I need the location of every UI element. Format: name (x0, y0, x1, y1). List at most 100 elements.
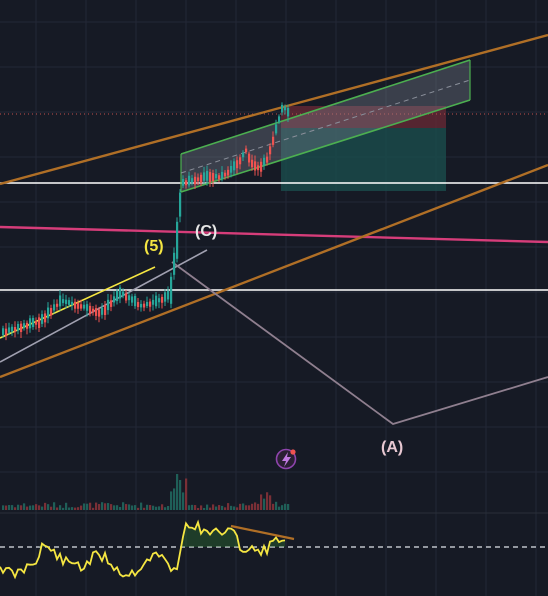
volume-bar-38 (116, 505, 119, 510)
candle-64 (194, 176, 197, 185)
volume-bar-45 (137, 507, 140, 510)
candle-24 (74, 301, 77, 309)
volume-bar-94 (284, 503, 287, 510)
volume-bar-21 (65, 502, 68, 510)
candle-36 (110, 300, 113, 307)
volume-bar-81 (245, 505, 248, 510)
volume-bar-76 (230, 505, 233, 510)
volume-bar-12 (38, 505, 41, 510)
volume-bar-93 (281, 505, 284, 510)
candle-90 (272, 136, 275, 145)
candle-39 (119, 287, 122, 299)
candle-33 (101, 307, 104, 315)
candle-85 (257, 165, 260, 171)
wave-c-label: (C) (195, 223, 217, 240)
candle-49 (149, 301, 152, 307)
channel-upper-line (0, 33, 548, 186)
rising-channel-bottom (180, 99, 471, 193)
volume-bar-52 (158, 506, 161, 510)
volume-bar-68 (206, 504, 209, 510)
candle-35 (107, 299, 110, 311)
volume-bar-13 (41, 506, 44, 510)
volume-bar-0 (2, 505, 5, 510)
candle-61 (185, 180, 188, 186)
candle-50 (152, 299, 155, 305)
candle-17 (53, 304, 56, 311)
volume-bar-87 (263, 498, 266, 510)
volume-bar-6 (20, 505, 23, 510)
candle-11 (35, 321, 38, 325)
volume-bar-57 (173, 488, 176, 510)
volume-bar-50 (152, 505, 155, 510)
candle-42 (128, 295, 131, 301)
volume-bar-31 (95, 502, 98, 510)
candle-29 (89, 305, 92, 315)
candle-74 (224, 172, 227, 177)
candle-60 (182, 179, 185, 186)
stop-loss-zone (281, 106, 446, 128)
candle-46 (140, 303, 143, 308)
volume-bar-77 (233, 506, 236, 510)
volume-bar-18 (56, 507, 59, 510)
volume-bar-39 (119, 506, 122, 510)
candle-2 (8, 327, 11, 333)
candle-19 (59, 295, 62, 307)
volume-bar-46 (140, 502, 143, 510)
volume-bar-35 (107, 503, 110, 510)
candle-56 (170, 276, 173, 304)
candle-27 (83, 304, 86, 309)
volume-bar-28 (86, 503, 89, 510)
candle-22 (68, 300, 71, 305)
candle-89 (269, 146, 272, 155)
candle-23 (71, 301, 74, 306)
volume-bar-30 (92, 507, 95, 510)
volume-bar-84 (254, 502, 257, 510)
volume-bar-34 (104, 503, 107, 510)
volume-bar-65 (197, 507, 200, 510)
channel-lower-line (0, 163, 548, 379)
candle-6 (20, 323, 23, 333)
volume-bar-66 (200, 505, 203, 510)
volume-bar-64 (194, 505, 197, 510)
candle-14 (44, 313, 47, 323)
wave-5-label: (5) (144, 238, 164, 255)
lightning-icon[interactable] (275, 448, 297, 470)
volume-bar-62 (188, 505, 191, 510)
volume-bar-14 (44, 502, 47, 510)
rsi-line (0, 519, 286, 580)
volume-bar-71 (215, 506, 218, 510)
volume-bar-90 (272, 503, 275, 510)
volume-bar-74 (224, 507, 227, 510)
volume-bar-36 (110, 504, 113, 510)
volume-bar-86 (260, 494, 263, 510)
candle-66 (200, 174, 203, 183)
candle-41 (125, 293, 128, 301)
candle-86 (260, 161, 263, 172)
take-profit-zone (281, 128, 446, 191)
volume-bar-33 (101, 502, 104, 510)
volume-bar-10 (32, 505, 35, 510)
candle-20 (62, 299, 65, 304)
candle-76 (230, 165, 233, 173)
candles (2, 102, 290, 341)
candle-37 (113, 296, 116, 303)
candle-91 (275, 124, 278, 134)
volume-bar-80 (242, 503, 245, 510)
candle-73 (221, 171, 224, 180)
volume-bar-61 (185, 478, 188, 510)
projected-wave-path (171, 261, 548, 425)
volume-bar-83 (251, 503, 254, 510)
volume-bar-8 (26, 506, 29, 510)
volume-bar-1 (5, 505, 8, 510)
candle-93 (281, 104, 284, 113)
volume-bar-92 (278, 506, 281, 510)
candle-44 (134, 296, 137, 307)
volume-bar-59 (179, 480, 182, 510)
volume-bar-49 (149, 505, 152, 510)
candle-51 (155, 295, 158, 307)
candle-18 (56, 303, 59, 307)
magenta-trend-line (0, 225, 548, 244)
candle-16 (50, 308, 53, 316)
